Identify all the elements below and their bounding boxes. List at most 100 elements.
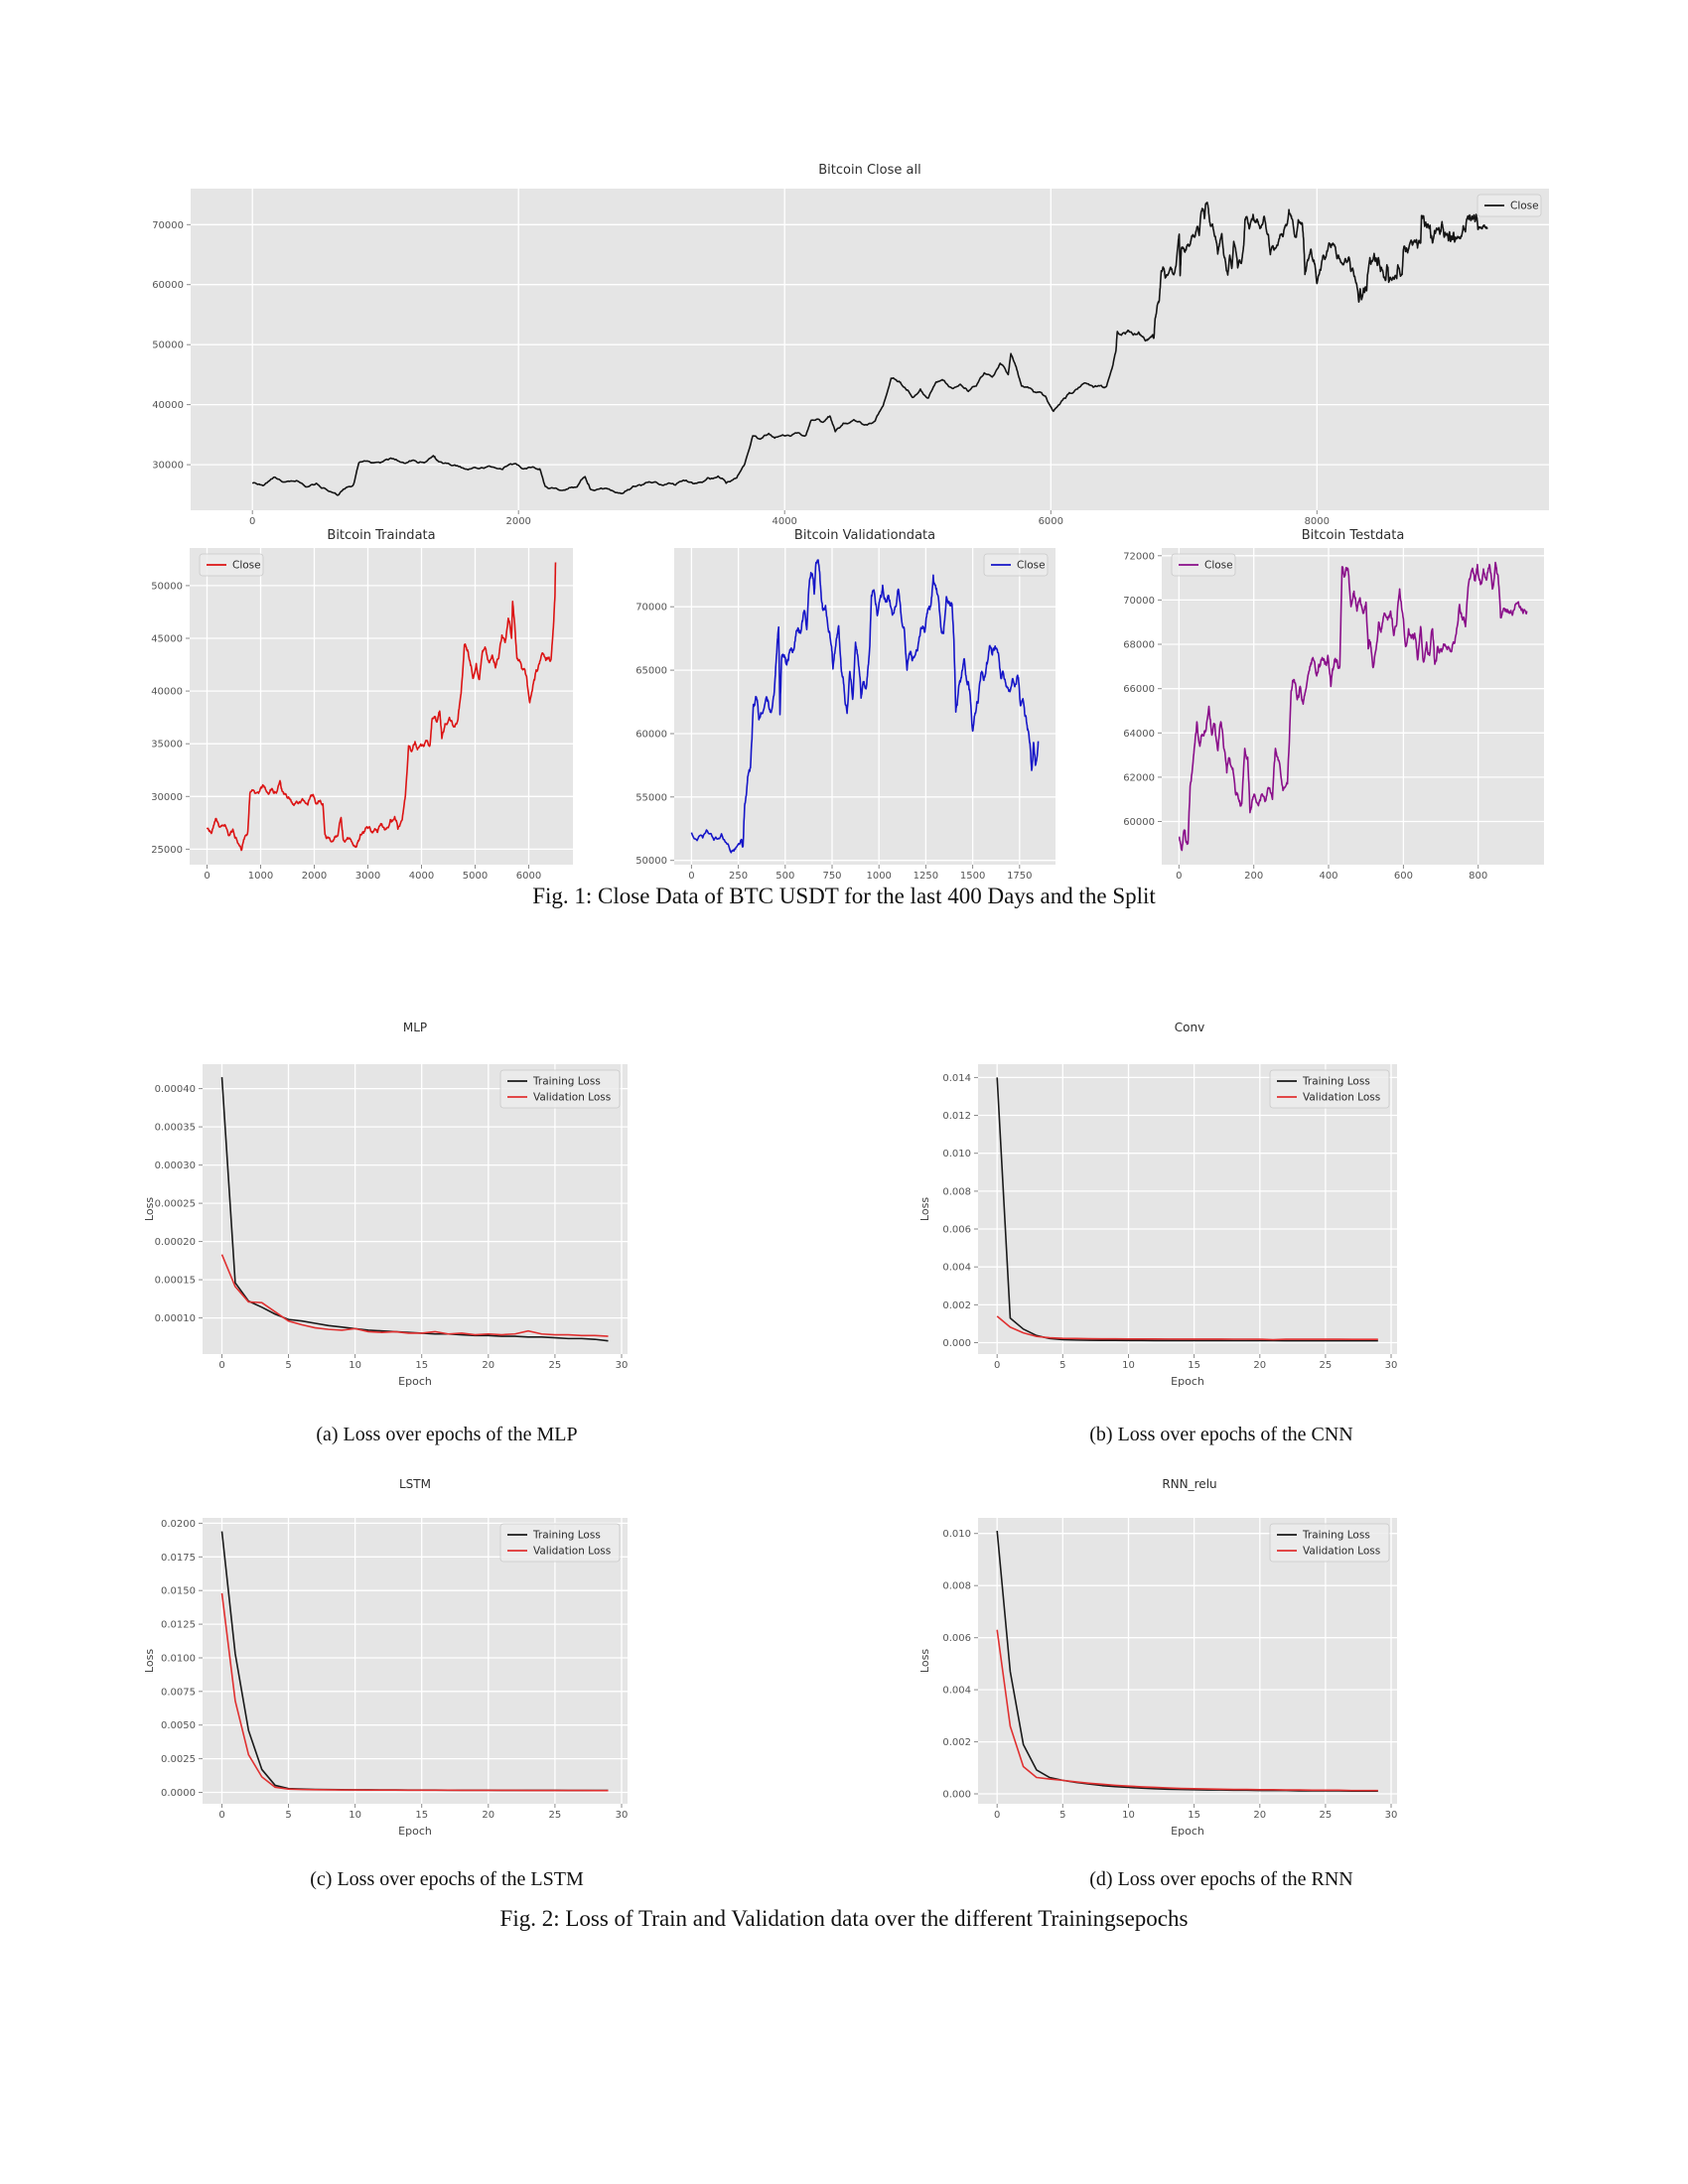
svg-text:0.012: 0.012 [942,1111,971,1122]
svg-text:25: 25 [1320,1810,1333,1821]
svg-text:0.002: 0.002 [942,1737,971,1748]
svg-text:5: 5 [285,1810,291,1821]
svg-text:0.0100: 0.0100 [161,1654,196,1665]
svg-text:30: 30 [1385,1810,1398,1821]
svg-text:25: 25 [549,1810,562,1821]
svg-text:0.0075: 0.0075 [161,1687,196,1698]
svg-text:15: 15 [415,1810,428,1821]
chart-title-conv: Conv [1174,1021,1205,1034]
svg-text:0.00020: 0.00020 [155,1237,196,1248]
svg-text:0.004: 0.004 [942,1686,971,1697]
chart-mlp-loss: MLP 0 5 10 15 20 25 30 0.00010 0.00015 0.00020 0.0… [139,1021,755,1396]
svg-text:0.002: 0.002 [942,1300,971,1311]
svg-text:10: 10 [349,1360,361,1371]
svg-text:0: 0 [218,1360,224,1371]
svg-text:Loss: Loss [918,1197,931,1221]
svg-text:0.0125: 0.0125 [161,1620,196,1631]
chart-title-rnn: RNN_relu [1162,1477,1217,1491]
svg-text:750: 750 [822,871,841,882]
svg-text:62000: 62000 [1123,772,1155,783]
svg-text:15: 15 [1188,1360,1200,1371]
subfigure-d-caption: (d) Loss over epochs of the RNN [1089,1868,1353,1890]
svg-text:0.006: 0.006 [942,1225,971,1236]
svg-text:25000: 25000 [151,845,183,856]
bitcoin-testdata-plot: 0 200 400 600 800 60000 62000 64000 66000 68000 70… [1123,548,1544,882]
svg-text:800: 800 [1469,871,1487,882]
chart-title-bitcoin-testdata: Bitcoin Testdata [1301,528,1405,543]
svg-text:0.0000: 0.0000 [161,1788,196,1799]
svg-text:0.0175: 0.0175 [161,1553,196,1564]
svg-text:60000: 60000 [152,280,184,291]
svg-text:30: 30 [616,1810,629,1821]
svg-text:0.010: 0.010 [942,1149,971,1160]
svg-text:45000: 45000 [151,634,183,645]
svg-text:Validation Loss: Validation Loss [1303,1546,1380,1558]
svg-text:Epoch: Epoch [1171,1825,1204,1838]
svg-text:4000: 4000 [772,516,796,527]
svg-text:5: 5 [1059,1360,1065,1371]
svg-text:0.000: 0.000 [942,1338,971,1349]
svg-text:72000: 72000 [1123,551,1155,562]
svg-text:Epoch: Epoch [398,1375,432,1388]
bitcoin-validationdata-plot: 0 250 500 750 1000 1250 1500 1750 50000 55000 6000… [635,548,1055,882]
mlp-loss-plot: 0 5 10 15 20 25 30 0.00010 0.00015 0.00020 0.00025… [143,1064,628,1388]
chart-title-bitcoin-validationdata: Bitcoin Validationdata [793,528,936,543]
svg-text:400: 400 [1319,871,1337,882]
svg-text:500: 500 [775,871,794,882]
svg-text:0.008: 0.008 [942,1186,971,1197]
svg-text:0: 0 [1176,871,1182,882]
svg-text:6000: 6000 [516,871,541,882]
svg-text:5000: 5000 [463,871,488,882]
svg-text:Training Loss: Training Loss [532,1530,601,1542]
svg-text:0.008: 0.008 [942,1581,971,1592]
svg-text:40000: 40000 [152,400,184,411]
svg-text:1000: 1000 [248,871,273,882]
svg-text:68000: 68000 [1123,640,1155,651]
svg-text:0.0200: 0.0200 [161,1519,196,1530]
svg-text:0.00010: 0.00010 [155,1313,196,1324]
svg-text:0: 0 [204,871,210,882]
svg-text:70000: 70000 [635,603,667,614]
svg-text:0: 0 [994,1360,1000,1371]
svg-text:0.010: 0.010 [942,1529,971,1540]
svg-text:Validation Loss: Validation Loss [1303,1092,1380,1104]
svg-text:Close: Close [1510,201,1539,212]
subfigure-a-caption: (a) Loss over epochs of the MLP [316,1424,578,1445]
svg-text:0.0150: 0.0150 [161,1586,196,1597]
svg-text:Epoch: Epoch [1171,1375,1204,1388]
subfigure-c-caption: (c) Loss over epochs of the LSTM [310,1868,584,1890]
figure-1-caption: Fig. 1: Close Data of BTC USDT for the l… [532,884,1156,908]
svg-text:50000: 50000 [152,341,184,351]
svg-text:20: 20 [482,1810,494,1821]
svg-text:250: 250 [729,871,748,882]
svg-text:60000: 60000 [1123,817,1155,828]
chart-title-bitcoin-close-all: Bitcoin Close all [818,163,921,178]
chart-bitcoin-testdata: Bitcoin Testdata 0 200 400 600 800 60000 62000… [1092,528,1559,893]
chart-bitcoin-close-all: Bitcoin Close all 0 2000 4000 6000 8000 30000… [119,163,1569,536]
rnn-loss-plot: 0 5 10 15 20 25 30 0.000 0.002 0.004 0.006 0.008 0.0… [918,1518,1398,1838]
svg-text:3000: 3000 [355,871,380,882]
svg-text:0.004: 0.004 [942,1263,971,1274]
chart-bitcoin-validationdata: Bitcoin Validationdata 0 250 500 750 1000 125… [606,528,1072,893]
chart-conv-loss: Conv 0 5 10 15 20 25 30 0.000 0.002 0.004 0.006 0.0… [914,1021,1529,1396]
svg-text:Close: Close [232,560,261,572]
svg-text:Validation Loss: Validation Loss [533,1546,611,1558]
svg-text:0: 0 [249,516,255,527]
conv-loss-plot: 0 5 10 15 20 25 30 0.000 0.002 0.004 0.006 0.008 0.0… [918,1064,1397,1388]
svg-text:4000: 4000 [409,871,434,882]
svg-text:30000: 30000 [151,792,183,803]
chart-title-lstm: LSTM [399,1477,431,1491]
svg-text:10: 10 [1122,1810,1135,1821]
svg-text:1250: 1250 [914,871,938,882]
svg-text:0.00040: 0.00040 [155,1084,196,1095]
svg-text:0: 0 [688,871,694,882]
svg-text:35000: 35000 [151,740,183,751]
svg-text:Loss: Loss [143,1197,156,1221]
svg-text:20: 20 [1253,1810,1266,1821]
svg-text:Training Loss: Training Loss [1302,1530,1370,1542]
svg-text:40000: 40000 [151,687,183,698]
svg-text:0.0050: 0.0050 [161,1720,196,1731]
svg-text:64000: 64000 [1123,729,1155,740]
svg-text:0.00035: 0.00035 [155,1123,196,1134]
svg-text:0.000: 0.000 [942,1790,971,1801]
